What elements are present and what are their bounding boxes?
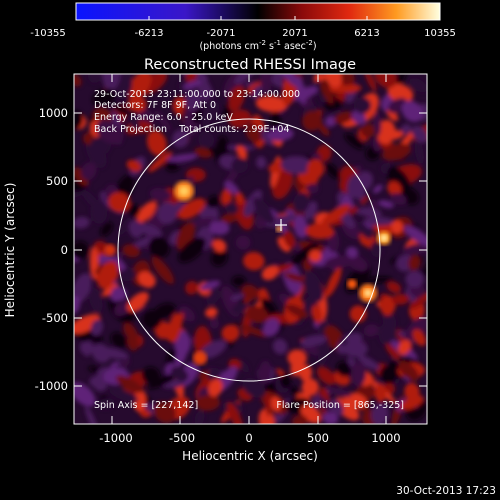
- axis-ticks: [74, 74, 427, 424]
- spin-axis-marker: [275, 219, 287, 231]
- info-annotations: 29-Oct-2013 23:11:00.000 to 23:14:00.000…: [94, 89, 300, 135]
- x-tick-label: 500: [307, 431, 329, 445]
- image-map: [74, 74, 427, 424]
- y-axis-label: Heliocentric Y (arcsec): [3, 183, 17, 318]
- colorbar-tick-label: 6213: [354, 28, 379, 39]
- colorbar-unit-label: (photons cm-2 s-1 asec-2): [199, 39, 316, 52]
- y-tick-label: 0: [61, 243, 68, 257]
- info-method-counts: Back Projection Total counts: 2.99E+04: [94, 124, 290, 135]
- y-tick-label: 1000: [39, 106, 68, 120]
- colorbar-tick-label: 10355: [424, 28, 456, 39]
- x-axis-label: Heliocentric X (arcsec): [182, 449, 318, 463]
- colorbar-gradient: [75, 2, 441, 21]
- colorbar: -10355 -6213 -2071 2071 6213 10355 (phot…: [30, 2, 456, 52]
- x-tick-label: 1000: [371, 431, 400, 445]
- y-tick-label: 500: [46, 174, 68, 188]
- info-energy-range: Energy Range: 6.0 - 25.0 keV: [94, 112, 233, 123]
- x-tick-label: 0: [245, 431, 252, 445]
- y-tick-label: -1000: [35, 379, 68, 393]
- x-tick-label: -1000: [99, 431, 132, 445]
- y-tick-label: -500: [42, 311, 68, 325]
- timestamp: 30-Oct-2013 17:23: [396, 485, 496, 497]
- info-detectors: Detectors: 7F 8F 9F, Att 0: [94, 100, 216, 111]
- colorbar-tick-label: -6213: [134, 28, 163, 39]
- x-tick-label: -500: [169, 431, 195, 445]
- info-time-range: 29-Oct-2013 23:11:00.000 to 23:14:00.000: [94, 89, 300, 100]
- flare-position-label: Flare Position = [865,-325]: [276, 400, 404, 411]
- colorbar-tick-label: 2071: [282, 28, 307, 39]
- plot-title: Reconstructed RHESSI Image: [144, 57, 356, 73]
- colorbar-tick-marks: [75, 16, 441, 20]
- colorbar-tick-label: -10355: [30, 28, 65, 39]
- colorbar-tick-label: -2071: [206, 28, 235, 39]
- spin-axis-label: Spin Axis = [227,142]: [94, 400, 198, 411]
- plot-frame: [73, 73, 428, 425]
- solar-limb-circle: [117, 118, 381, 382]
